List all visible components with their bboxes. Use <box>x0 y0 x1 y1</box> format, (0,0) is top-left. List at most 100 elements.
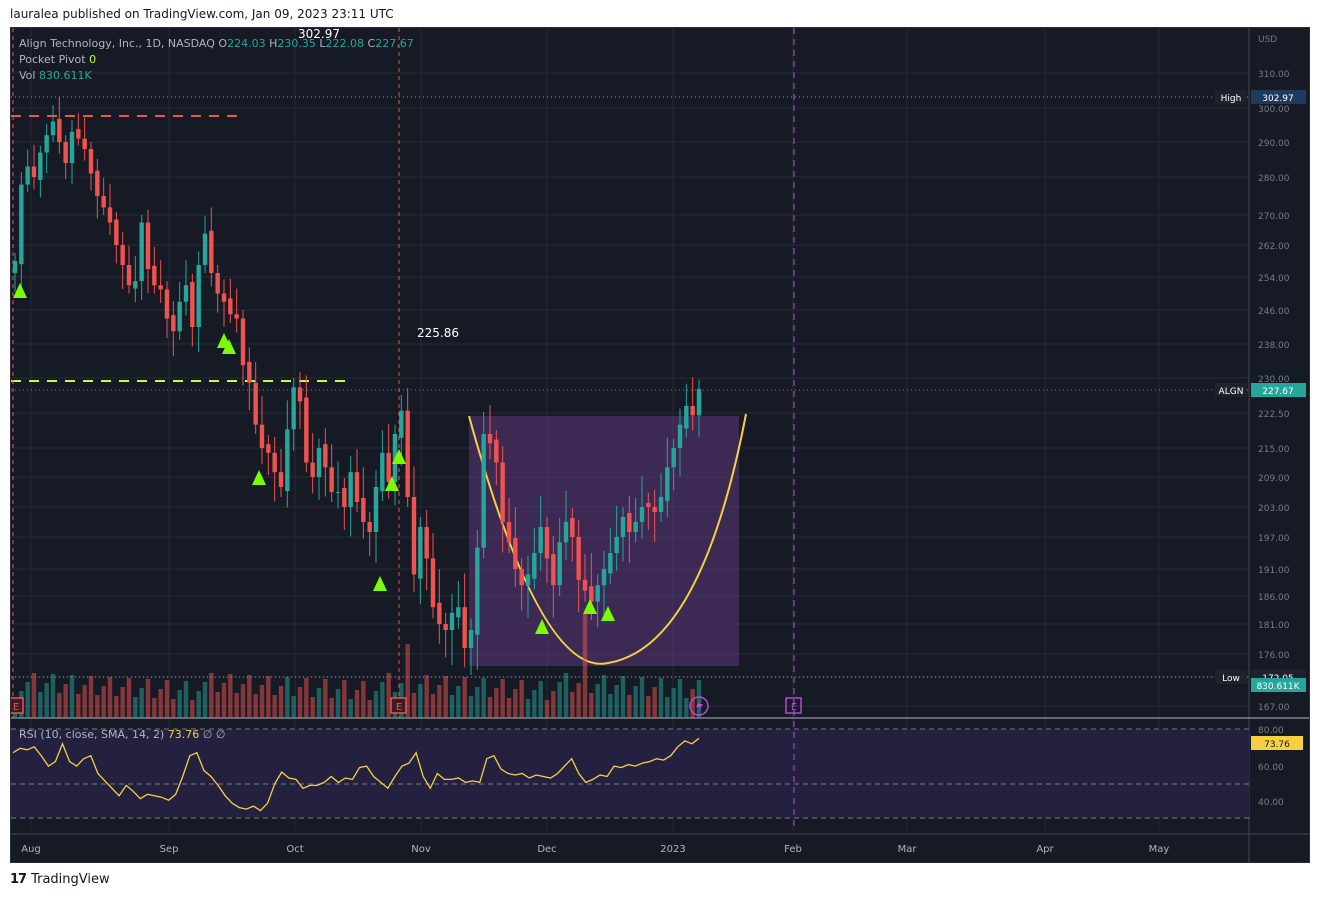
low-tag-label: Low <box>1222 674 1240 684</box>
currency-label: USD <box>1258 35 1277 45</box>
candle-body <box>196 265 201 327</box>
volume-bar <box>120 687 125 718</box>
candle-body <box>69 131 75 163</box>
price-tick-label: 167.00 <box>1258 703 1290 713</box>
candle-body <box>25 166 30 185</box>
volume-bar <box>183 681 189 718</box>
legend-o-value: 224.03 <box>227 37 266 50</box>
candle-body <box>468 630 474 648</box>
volume-bar <box>196 691 201 718</box>
dividend-lightning-icon <box>689 696 709 716</box>
candle-body <box>487 434 493 444</box>
rsi-legend-extra1: ∅ <box>202 728 213 741</box>
candle-body <box>285 429 290 491</box>
candle-body <box>126 265 132 286</box>
rsi-legend-value: 73.76 <box>167 728 200 741</box>
candle-body <box>570 518 575 537</box>
price-tick-label: 209.00 <box>1258 474 1290 484</box>
volume-bar <box>272 695 277 718</box>
candle-body <box>240 318 246 366</box>
chart-svg[interactable]: E E E 302.97 225.86 310.00 300.00 290.00 280.00 2… <box>11 28 1309 862</box>
candle-body <box>190 281 195 327</box>
volume-bar <box>551 691 556 718</box>
volume-bar <box>424 675 429 718</box>
symbol-price-tag-label: ALGN <box>1219 387 1244 397</box>
price-tick-label: 254.00 <box>1258 274 1290 284</box>
volume-bar <box>639 677 645 718</box>
candle-body <box>139 222 144 282</box>
volume-bar <box>589 693 594 718</box>
candle-body <box>544 527 550 559</box>
time-tick-label: Aug <box>21 844 41 855</box>
price-tick-label: 300.00 <box>1258 105 1290 115</box>
high-annotation: 302.97 <box>298 28 340 41</box>
candle-body <box>323 444 328 468</box>
candle-body <box>608 553 613 574</box>
pocket-pivot-triangle <box>385 476 399 491</box>
candle-body <box>380 452 385 491</box>
price-tick-label: 238.00 <box>1258 341 1290 351</box>
candle-body <box>563 522 569 543</box>
level-annotation: 225.86 <box>417 326 459 340</box>
volume-bar <box>323 679 328 718</box>
price-tick-label: 191.00 <box>1258 566 1290 576</box>
volume-bar <box>259 685 265 718</box>
price-tick-label: 262.00 <box>1258 242 1290 252</box>
candle-body <box>348 472 353 507</box>
candle-body <box>316 448 322 477</box>
volume-bar <box>76 694 81 718</box>
candle-body <box>500 462 505 522</box>
volume-bar <box>570 692 575 718</box>
time-tick-label: Apr <box>1036 844 1054 855</box>
candle-body <box>145 222 151 269</box>
volume-bar <box>310 697 315 718</box>
candle-body <box>424 527 429 559</box>
candle-body <box>310 462 315 477</box>
volume-bar <box>443 676 448 718</box>
chart-frame[interactable]: E E E 302.97 225.86 310.00 300.00 290.00 280.00 2… <box>10 27 1310 863</box>
candle-body <box>202 233 208 265</box>
legend-h-value: 230.35 <box>277 37 316 50</box>
candle-body <box>152 265 157 286</box>
legend-o-label: O <box>218 37 228 50</box>
price-tick-label: 215.00 <box>1258 445 1290 455</box>
candle-body <box>183 285 189 302</box>
volume-bar <box>82 685 87 718</box>
candle-body <box>361 498 366 522</box>
volume-bar <box>69 675 75 718</box>
candle-body <box>215 273 220 294</box>
volume-bar <box>513 689 518 718</box>
volume-bar <box>684 698 689 718</box>
candle-body <box>620 517 626 537</box>
price-tick-label: 203.00 <box>1258 504 1290 514</box>
candle-body <box>291 387 296 430</box>
time-tick-label: Nov <box>411 844 431 855</box>
candle-body <box>19 184 24 265</box>
candle-body <box>677 424 683 448</box>
volume-bar <box>190 700 195 718</box>
candle-body <box>329 467 334 492</box>
legend-row-pocket-pivot: Pocket Pivot 0 <box>19 52 414 68</box>
symbol-price-tag-value: 227.67 <box>1262 387 1294 397</box>
volume-bar <box>608 694 613 718</box>
volume-bar <box>557 682 562 718</box>
pocket-pivot-triangle <box>252 470 266 485</box>
time-tick-label: Feb <box>784 844 802 855</box>
candle-body <box>437 602 442 624</box>
volume-bar <box>418 684 423 718</box>
volume-bar <box>57 693 62 718</box>
footer-brand: TradingView <box>31 872 110 887</box>
candle-body <box>652 507 657 512</box>
candle-body <box>443 624 448 630</box>
volume-bar <box>620 676 626 718</box>
volume-bar <box>652 687 657 718</box>
pocket-pivot-value: 0 <box>89 53 97 66</box>
volume-bar <box>405 644 410 718</box>
candle-body <box>690 406 695 416</box>
volume-bar <box>658 678 664 718</box>
volume-bar <box>101 686 106 718</box>
volume-value: 830.611K <box>38 69 92 82</box>
volume-bar <box>234 693 239 718</box>
legend-symbol: Align Technology, Inc., 1D, NASDAQ <box>19 37 215 50</box>
volume-bar <box>487 697 493 718</box>
